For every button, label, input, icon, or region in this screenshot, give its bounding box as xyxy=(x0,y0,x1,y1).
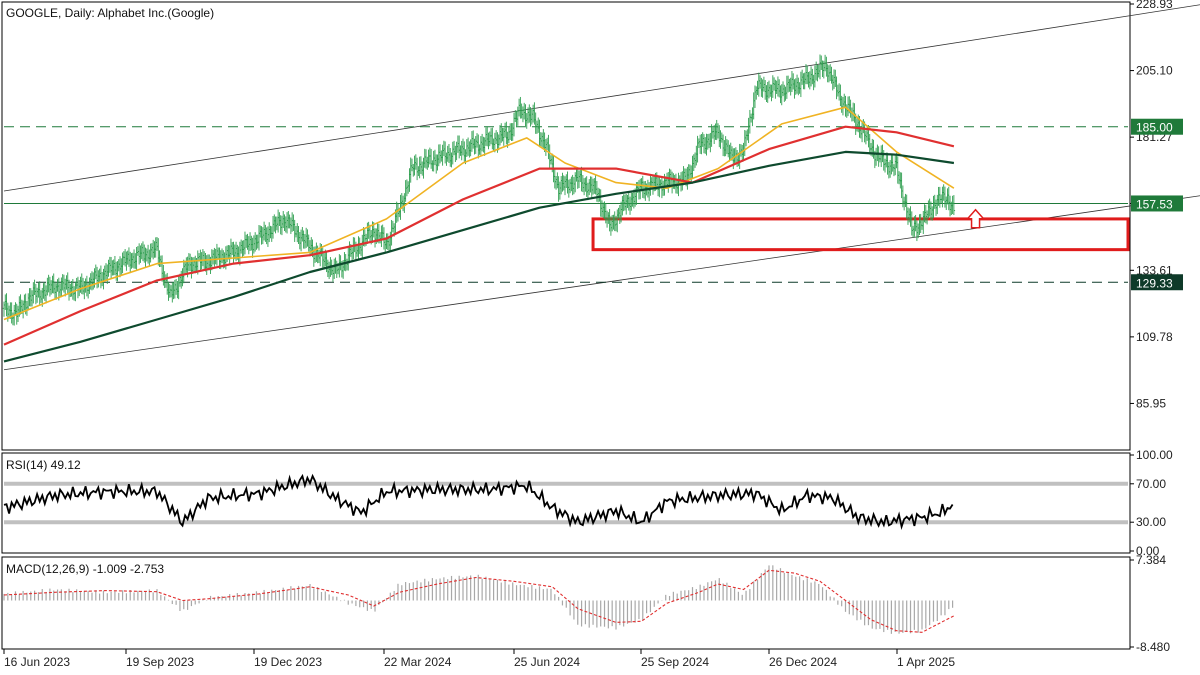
price-tick-label: 228.93 xyxy=(1136,0,1173,11)
macd-plot xyxy=(3,565,955,634)
price-tick-label: 133.61 xyxy=(1136,263,1173,277)
price-tick-label: 85.95 xyxy=(1136,396,1166,410)
price-tick-label: 109.78 xyxy=(1136,330,1173,344)
price-plot xyxy=(2,4,1200,371)
x-tick-label: 22 Mar 2024 xyxy=(384,655,452,669)
macd-panel-frame xyxy=(1,556,1131,650)
x-tick-label: 19 Dec 2023 xyxy=(254,655,322,669)
channel-upper-line xyxy=(3,4,1200,192)
rsi-tick-label: 0.00 xyxy=(1136,544,1160,558)
level-label: 129.33 xyxy=(1136,276,1173,290)
ma-slow-line xyxy=(3,150,955,363)
rsi-panel-frame xyxy=(1,452,1131,554)
rsi-plot xyxy=(3,473,1128,530)
rsi-tick-label: 100.00 xyxy=(1136,448,1173,462)
level-label: 185.00 xyxy=(1136,121,1173,135)
rsi-tick-label: 30.00 xyxy=(1136,515,1166,529)
rsi-line xyxy=(3,473,954,530)
arrow-up-icon xyxy=(965,208,986,229)
ma-mid-line xyxy=(3,125,955,346)
level-label: 157.53 xyxy=(1136,197,1173,211)
macd-tick-label: -8.480 xyxy=(1136,640,1170,654)
rsi-tick-label: 70.00 xyxy=(1136,477,1166,491)
x-tick-label: 16 Jun 2023 xyxy=(4,655,70,669)
x-tick-label: 1 Apr 2025 xyxy=(897,655,955,669)
ma-fast-line xyxy=(3,106,955,321)
level-label-bg xyxy=(1131,274,1183,291)
x-tick-label: 19 Sep 2023 xyxy=(126,655,194,669)
level-label-bg xyxy=(1131,118,1183,135)
macd-header: MACD(12,26,9) -1.009 -2.753 xyxy=(6,562,164,576)
macd-tick-label: 7.384 xyxy=(1136,553,1166,567)
support-zone-box xyxy=(591,217,1130,252)
level-label-bg xyxy=(1131,195,1183,212)
chart-header: GOOGLE, Daily: Alphabet Inc.(Google) xyxy=(6,6,214,20)
main-panel-frame xyxy=(1,1,1131,451)
candle xyxy=(952,195,956,216)
x-tick-label: 26 Dec 2024 xyxy=(769,655,837,669)
x-tick-label: 25 Sep 2024 xyxy=(641,655,709,669)
axes-layer: 228.93205.10181.27157.53133.61109.7885.9… xyxy=(3,0,1183,669)
rsi-header: RSI(14) 49.12 xyxy=(6,458,81,472)
price-tick-label: 205.10 xyxy=(1136,64,1173,78)
candles-group xyxy=(2,54,956,326)
x-tick-label: 25 Jun 2024 xyxy=(514,655,580,669)
macd-signal-line xyxy=(3,569,955,633)
